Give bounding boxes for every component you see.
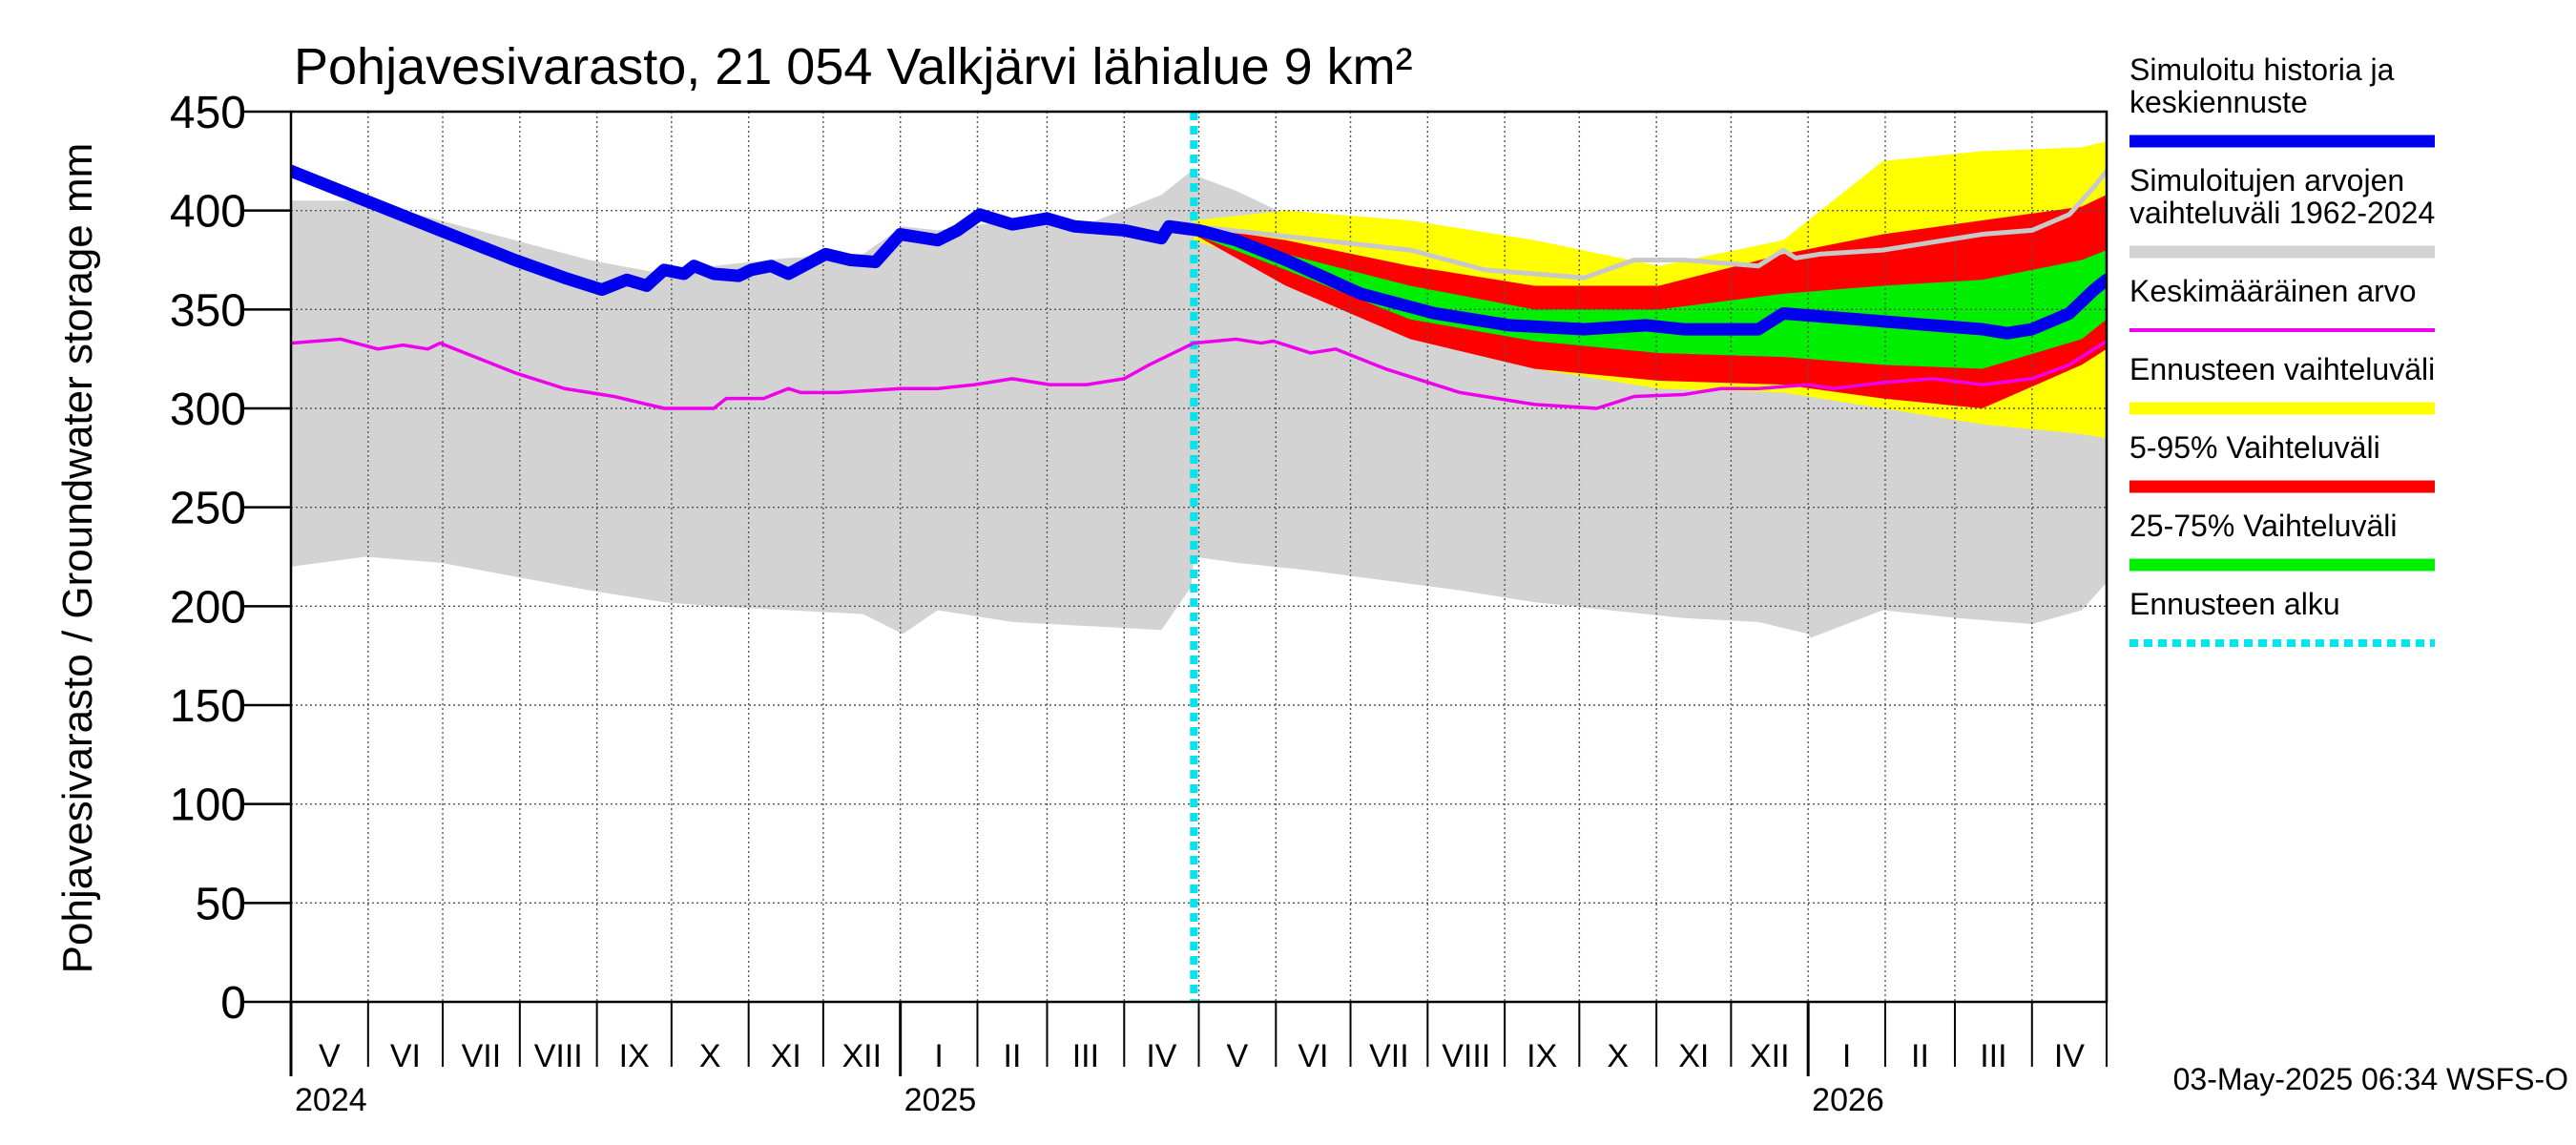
month-label-4: IX (619, 1038, 650, 1074)
month-label-7: XII (841, 1038, 882, 1074)
plot-area (291, 112, 2107, 1002)
y-tick-label-150: 150 (170, 681, 246, 732)
timestamp-label: 03-May-2025 06:34 WSFS-O (2173, 1062, 2568, 1096)
month-label-14: VII (1369, 1038, 1409, 1074)
series-line-simulated-upper-line (1191, 168, 2107, 281)
y-tick-label-350: 350 (170, 285, 246, 336)
legend-label-1-1: vaihteluväli 1962-2024 (2129, 196, 2435, 230)
month-label-21: II (1911, 1038, 1929, 1074)
month-label-0: V (319, 1038, 341, 1074)
month-label-19: XII (1750, 1038, 1790, 1074)
y-axis-label: Pohjavesivarasto / Groundwater storage m… (54, 143, 101, 974)
month-label-3: VIII (534, 1038, 583, 1074)
year-label-2025: 2025 (904, 1082, 977, 1118)
legend-label-0-0: Simuloitu historia ja (2129, 52, 2395, 87)
year-label-2026: 2026 (1812, 1082, 1884, 1118)
month-label-15: VIII (1442, 1038, 1490, 1074)
y-tick-label-200: 200 (170, 582, 246, 633)
month-label-9: II (1004, 1038, 1022, 1074)
y-tick-label-100: 100 (170, 781, 246, 831)
month-label-11: IV (1146, 1038, 1176, 1074)
legend-label-5-0: 25-75% Vaihteluväli (2129, 509, 2397, 543)
series-line-simuloitu-historia-ja-keskiennuste (291, 164, 2107, 340)
y-tick-label-0: 0 (220, 978, 246, 1029)
y-tick-label-450: 450 (170, 88, 246, 138)
month-label-12: V (1227, 1038, 1249, 1074)
legend-label-3-0: Ennusteen vaihteluväli (2129, 352, 2435, 386)
legend-label-6-0: Ennusteen alku (2129, 587, 2340, 621)
month-label-23: IV (2054, 1038, 2085, 1074)
month-label-22: III (1980, 1038, 2006, 1074)
plot-inner (291, 112, 2107, 1002)
series-line-keskim-r-inen-arvo (291, 337, 2107, 410)
month-label-20: I (1842, 1038, 1851, 1074)
month-label-1: VI (390, 1038, 421, 1074)
legend-label-2-0: Keskimääräinen arvo (2129, 274, 2417, 308)
chart-title: Pohjavesivarasto, 21 054 Valkjärvi lähia… (294, 38, 1413, 95)
month-label-6: XI (771, 1038, 801, 1074)
month-label-5: X (699, 1038, 721, 1074)
band-25-75-vaihteluv-li (1194, 230, 2107, 369)
legend-label-0-1: keskiennuste (2129, 85, 2308, 119)
month-label-2: VII (462, 1038, 502, 1074)
month-label-17: X (1607, 1038, 1629, 1074)
y-tick-label-400: 400 (170, 187, 246, 238)
y-tick-label-250: 250 (170, 484, 246, 534)
month-label-8: I (934, 1038, 943, 1074)
year-label-2024: 2024 (295, 1082, 367, 1118)
month-label-13: VI (1298, 1038, 1328, 1074)
legend-label-4-0: 5-95% Vaihteluväli (2129, 430, 2380, 465)
month-label-16: IX (1527, 1038, 1557, 1074)
month-label-18: XI (1678, 1038, 1709, 1074)
y-tick-label-300: 300 (170, 385, 246, 435)
legend-label-1-0: Simuloitujen arvojen (2129, 163, 2404, 198)
month-label-10: III (1072, 1038, 1099, 1074)
y-tick-label-50: 50 (196, 879, 246, 929)
